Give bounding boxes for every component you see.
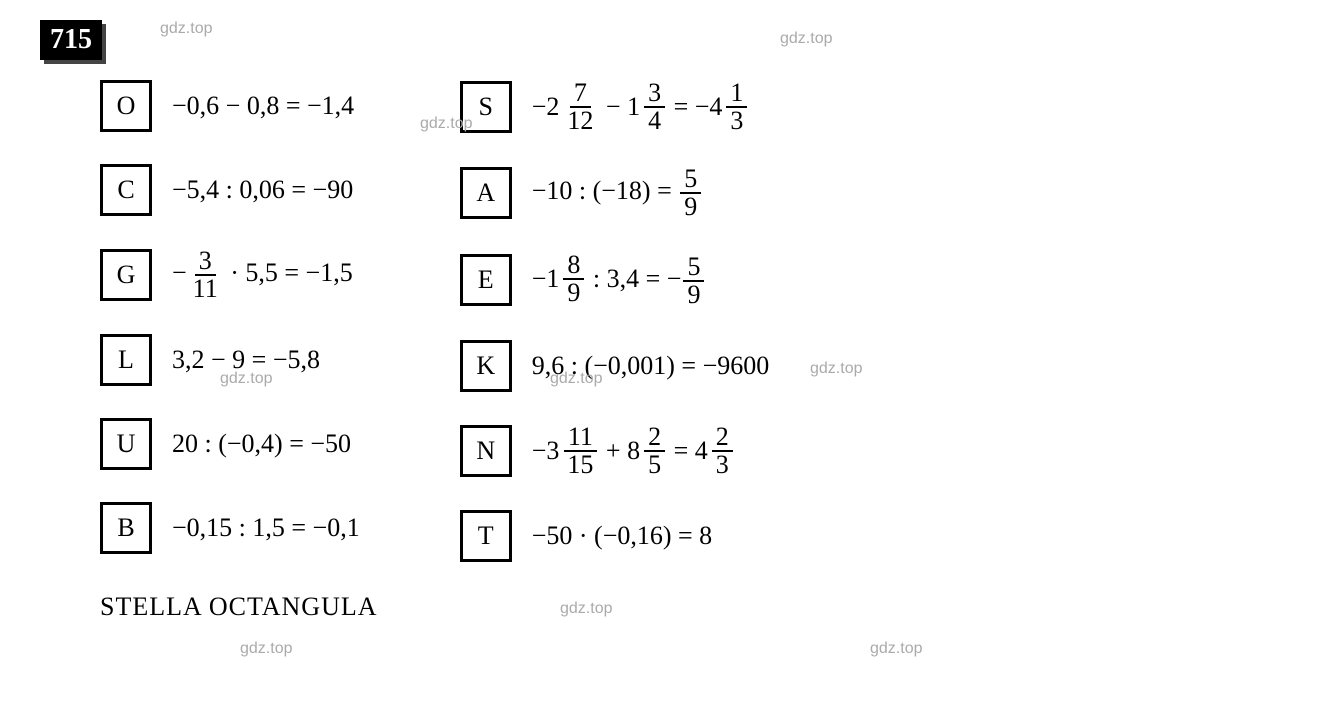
equation: −10 : (−18) = 59 bbox=[532, 166, 704, 220]
equation: −311 · 5,5 = −1,5 bbox=[172, 248, 353, 302]
watermark: gdz.top bbox=[240, 640, 292, 658]
letter-box: K bbox=[460, 340, 512, 392]
letter-box: C bbox=[100, 164, 152, 216]
equation: −31115 + 825 = 423 bbox=[532, 424, 735, 478]
problem-number: 715 bbox=[40, 20, 102, 60]
letter-box: N bbox=[460, 425, 512, 477]
equation-row: S −2712 − 134 = −413 bbox=[460, 80, 770, 134]
equation-row: C −5,4 : 0,06 = −90 bbox=[100, 164, 360, 216]
letter-box: G bbox=[100, 249, 152, 301]
equation: 3,2 − 9 = −5,8 bbox=[172, 345, 320, 375]
equation: 20 : (−0,4) = −50 bbox=[172, 429, 351, 459]
equation: −0,15 : 1,5 = −0,1 bbox=[172, 513, 360, 543]
right-column: S −2712 − 134 = −413 A −10 : (−18) = 59 E −18… bbox=[460, 80, 770, 562]
equation-row: G −311 · 5,5 = −1,5 bbox=[100, 248, 360, 302]
letter-box: U bbox=[100, 418, 152, 470]
letter-box: A bbox=[460, 167, 512, 219]
equation: −0,6 − 0,8 = −1,4 bbox=[172, 91, 354, 121]
equation: −2712 − 134 = −413 bbox=[532, 80, 750, 134]
letter-box: E bbox=[460, 254, 512, 306]
equation: −50 · (−0,16) = 8 bbox=[532, 521, 712, 551]
equation-row: L 3,2 − 9 = −5,8 bbox=[100, 334, 360, 386]
equation-row: O −0,6 − 0,8 = −1,4 bbox=[100, 80, 360, 132]
equation-row: N −31115 + 825 = 423 bbox=[460, 424, 770, 478]
letter-box: L bbox=[100, 334, 152, 386]
equation-row: B −0,15 : 1,5 = −0,1 bbox=[100, 502, 360, 554]
watermark: gdz.top bbox=[160, 20, 212, 38]
letter-box: B bbox=[100, 502, 152, 554]
watermark: gdz.top bbox=[780, 30, 832, 48]
equation: −5,4 : 0,06 = −90 bbox=[172, 175, 353, 205]
equation-row: U 20 : (−0,4) = −50 bbox=[100, 418, 360, 470]
equation-row: E −189 : 3,4 = −59 bbox=[460, 252, 770, 308]
left-column: O −0,6 − 0,8 = −1,4 C −5,4 : 0,06 = −90 G −31… bbox=[100, 80, 360, 562]
letter-box: S bbox=[460, 81, 512, 133]
equation-row: K 9,6 : (−0,001) = −9600 bbox=[460, 340, 770, 392]
equation-row: T −50 · (−0,16) = 8 bbox=[460, 510, 770, 562]
columns-container: O −0,6 − 0,8 = −1,4 C −5,4 : 0,06 = −90 G −31… bbox=[100, 80, 1287, 562]
equation-row: A −10 : (−18) = 59 bbox=[460, 166, 770, 220]
watermark: gdz.top bbox=[870, 640, 922, 658]
answer-text: STELLA OCTANGULA bbox=[100, 592, 1287, 622]
equation: −189 : 3,4 = −59 bbox=[532, 252, 707, 308]
letter-box: T bbox=[460, 510, 512, 562]
equation: 9,6 : (−0,001) = −9600 bbox=[532, 351, 770, 381]
letter-box: O bbox=[100, 80, 152, 132]
